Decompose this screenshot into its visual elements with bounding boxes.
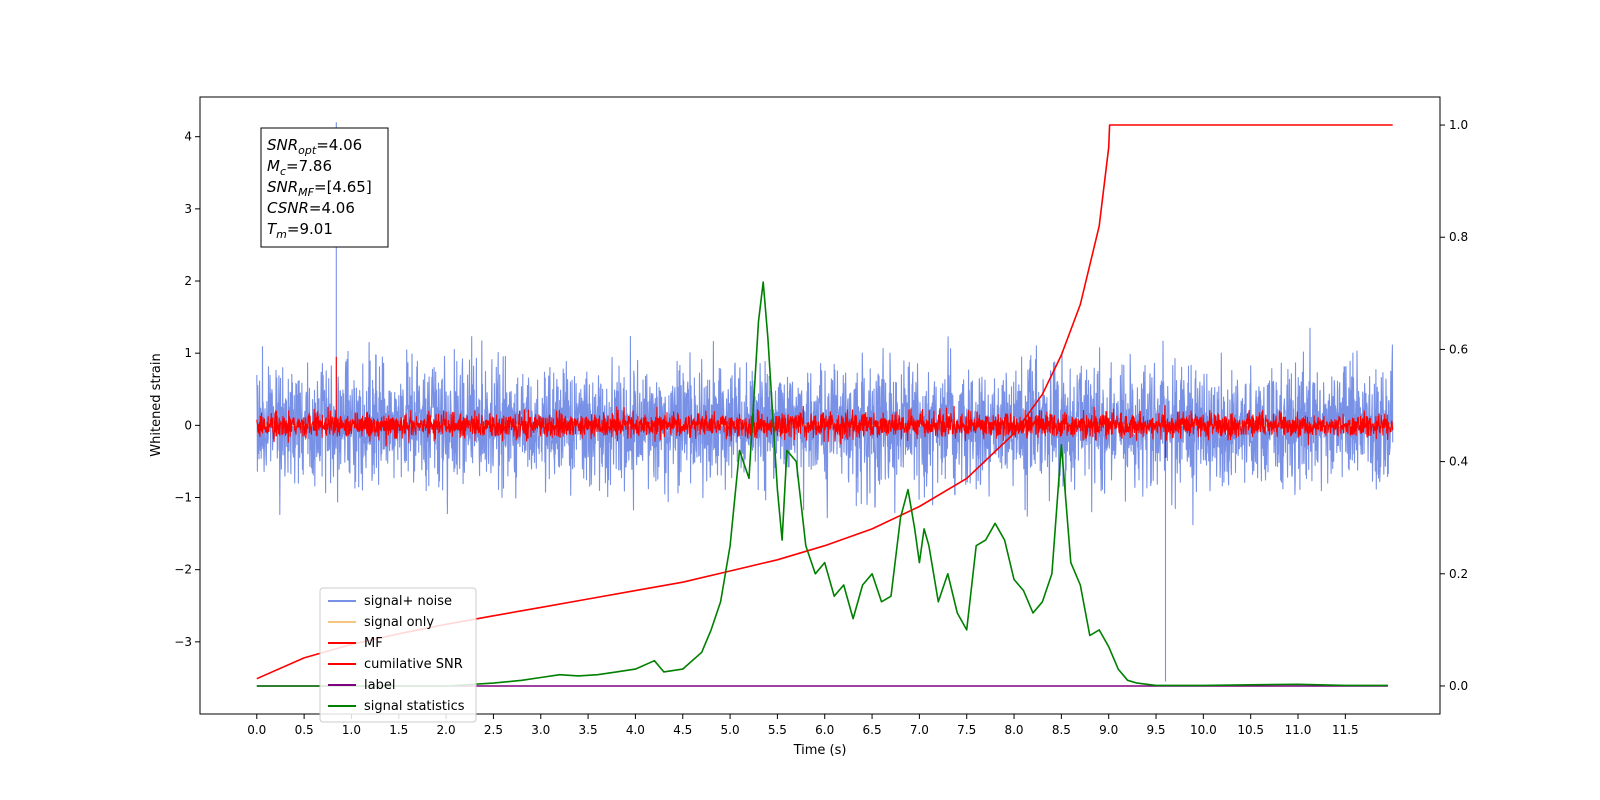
x-tick-label-19: 9.5: [1146, 723, 1165, 737]
legend-label-1: signal only: [364, 615, 434, 630]
x-tick-label-21: 10.5: [1237, 723, 1264, 737]
annotation-value-1: =7.86: [286, 157, 332, 175]
plot-frame: [199, 96, 1441, 715]
annotation-subscript-2: MF: [298, 186, 314, 199]
legend: signal+ noise signal only MF cumilative SNR…: [319, 587, 477, 723]
x-tick-label-14: 7.0: [910, 723, 929, 737]
annotation-line-2: SNRMF=[4.65]: [267, 178, 372, 199]
y2-tick-label-4: 0.8: [1449, 230, 1468, 244]
legend-label-2: MF: [364, 636, 383, 651]
legend-label-0: signal+ noise: [364, 594, 452, 609]
x-axis-label: Time (s): [793, 743, 847, 758]
x-tick-label-10: 5.0: [721, 723, 740, 737]
annotation-box: SNRopt=4.06Mc=7.86SNRMF=[4.65]CSNR=4.06T…: [260, 127, 389, 248]
annotation-line-3: CSNR=4.06: [267, 199, 355, 217]
series-2-line: [256, 404, 1394, 447]
annotation-value-0: =4.06: [316, 136, 362, 154]
x-tick-label-4: 2.0: [437, 723, 456, 737]
x-tick-label-6: 3.0: [531, 723, 550, 737]
y-axis-left: −3 −2 −1 0 1 2 3 4: [174, 130, 200, 649]
x-tick-label-17: 8.5: [1052, 723, 1071, 737]
x-tick-label-8: 4.0: [626, 723, 645, 737]
y-axis-right: 0.0 0.2 0.4 0.6 0.8 1.0: [1440, 118, 1468, 693]
x-tick-label-12: 6.0: [815, 723, 834, 737]
y-tick-label-2: −1: [174, 491, 192, 505]
annotation-frame: [260, 127, 389, 248]
x-tick-label-15: 7.5: [957, 723, 976, 737]
y2-tick-label-5: 1.0: [1449, 118, 1468, 132]
legend-label-5: signal statistics: [364, 699, 465, 714]
annotation-symbol-1: M: [267, 157, 280, 175]
annotation-symbol-4: T: [267, 220, 278, 238]
y2-tick-label-1: 0.2: [1449, 567, 1468, 581]
x-tick-label-7: 3.5: [579, 723, 598, 737]
annotation-symbol-0: SNR: [267, 136, 298, 154]
x-tick-label-11: 5.5: [768, 723, 787, 737]
x-tick-label-18: 9.0: [1099, 723, 1118, 737]
annotation-value-4: =9.01: [287, 220, 333, 238]
y-tick-label-6: 3: [184, 202, 192, 216]
annotation-line-0: SNRopt=4.06: [267, 136, 362, 157]
series-5-line: [256, 281, 1388, 687]
x-tick-label-5: 2.5: [484, 723, 503, 737]
annotation-subscript-4: m: [276, 228, 287, 241]
x-tick-label-2: 1.0: [342, 723, 361, 737]
y-tick-label-0: −3: [174, 635, 192, 649]
legend-label-4: label: [364, 678, 395, 693]
annotation-subscript-0: opt: [298, 144, 317, 157]
x-tick-label-0: 0.0: [247, 723, 266, 737]
x-tick-label-3: 1.5: [389, 723, 408, 737]
y2-tick-label-3: 0.6: [1449, 342, 1468, 356]
y2-tick-label-2: 0.4: [1449, 455, 1468, 469]
y-tick-label-5: 2: [184, 274, 192, 288]
annotation-line-1: Mc=7.86: [267, 157, 332, 178]
y-tick-label-1: −2: [174, 563, 192, 577]
x-tick-label-22: 11.0: [1285, 723, 1312, 737]
series-layer: [256, 122, 1394, 687]
annotation-value-2: =[4.65]: [314, 178, 372, 196]
x-tick-label-9: 4.5: [673, 723, 692, 737]
x-tick-label-1: 0.5: [295, 723, 314, 737]
x-tick-label-13: 6.5: [863, 723, 882, 737]
x-tick-label-16: 8.0: [1004, 723, 1023, 737]
x-tick-label-20: 10.0: [1190, 723, 1217, 737]
annotation-symbol-3: CSNR: [267, 199, 309, 217]
x-axis: 0.0 0.5 1.0 1.5 2.0 2.5 3.0 3.5 4.0 4.5 5.0 5.5 6.0 6…: [247, 714, 1359, 737]
annotation-symbol-2: SNR: [267, 178, 298, 196]
x-tick-label-23: 11.5: [1332, 723, 1359, 737]
annotation-line-4: Tm=9.01: [267, 220, 333, 241]
y2-tick-label-0: 0.0: [1449, 679, 1468, 693]
y-tick-label-3: 0: [184, 418, 192, 432]
y-tick-label-4: 1: [184, 346, 192, 360]
y-axis-label: Whitened strain: [149, 353, 164, 456]
legend-frame: [319, 587, 477, 723]
series-0-line: [256, 327, 1394, 526]
legend-label-3: cumilative SNR: [364, 657, 463, 672]
annotation-subscript-1: c: [280, 165, 286, 178]
y-tick-label-7: 4: [184, 130, 192, 144]
annotation-value-3: =4.06: [309, 199, 355, 217]
